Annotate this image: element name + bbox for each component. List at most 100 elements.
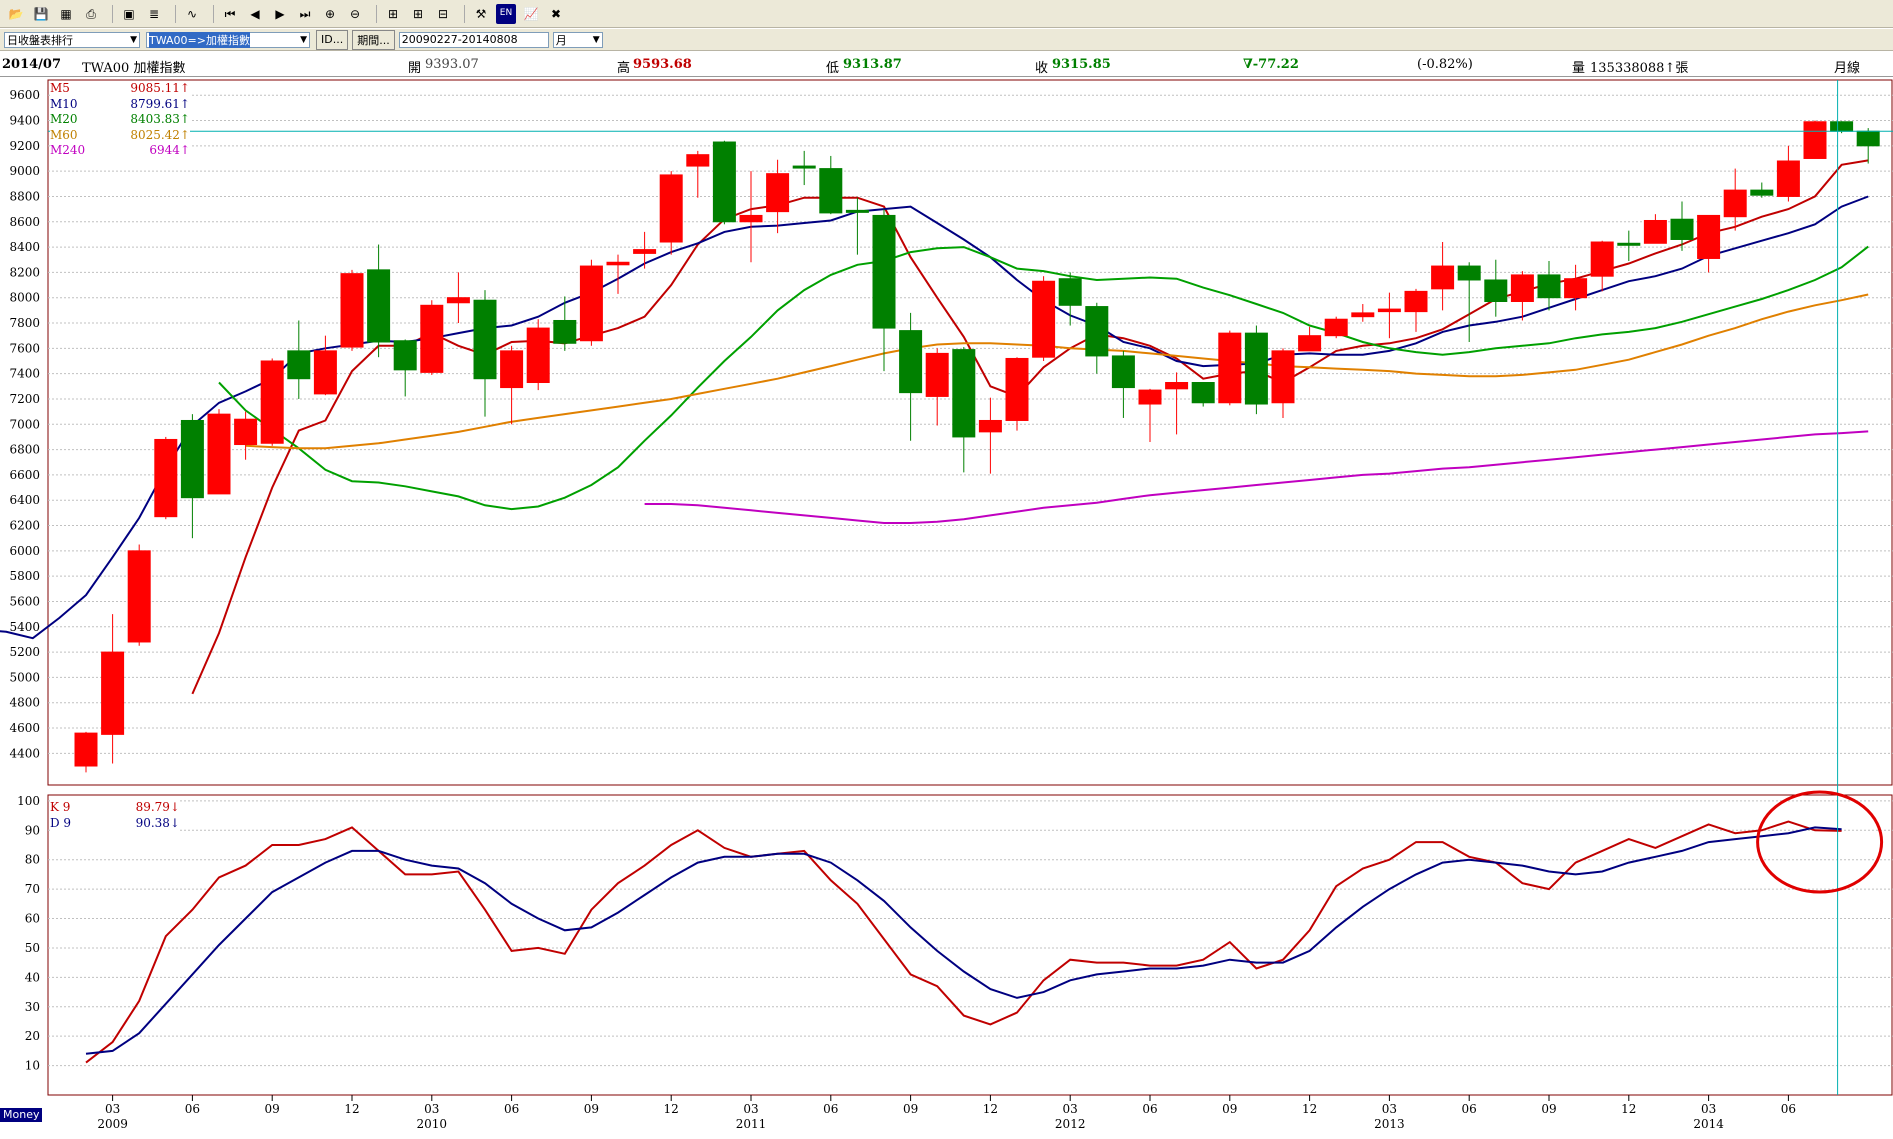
ma-line-m60	[245, 293, 1869, 450]
kd-line-d9	[85, 826, 1842, 1055]
candle-body	[845, 209, 869, 213]
candle-body	[1590, 241, 1614, 277]
indicator-icon[interactable]: ∿	[186, 6, 198, 21]
kd-legend-name: D 9	[50, 815, 72, 830]
kd-y-tick-label: 100	[17, 794, 40, 808]
main-y-tick-label: 4400	[9, 746, 40, 760]
kd-legend-value: 90.38↓	[135, 815, 180, 830]
x-month-label: 12	[344, 1102, 359, 1116]
ma-legend-row: M5 9085.11↑	[50, 81, 190, 97]
ma-line-m10	[0, 195, 1869, 640]
ma-legend-value: 8799.61↑	[130, 96, 190, 111]
main-y-tick-label: 7000	[9, 417, 40, 431]
layout-icon[interactable]: ⊞	[387, 6, 399, 21]
chart-icon[interactable]: 📈	[523, 6, 539, 21]
candle-body	[420, 304, 444, 373]
kd-legend-value: 89.79↓	[135, 800, 180, 814]
kd-legend-row: K 9 89.79↓	[50, 800, 180, 816]
main-y-axis: 4400 4600 4800 5000 5200 5400 5600 5800 6000 6200…	[9, 88, 40, 760]
main-y-tick-label: 5200	[9, 645, 40, 659]
x-year-label: 2011	[736, 1117, 767, 1131]
candle-body	[1643, 219, 1667, 244]
main-y-tick-label: 7800	[9, 316, 40, 330]
language-icon[interactable]: EN	[496, 3, 516, 24]
candle-body	[1457, 265, 1481, 281]
candle-body	[1138, 389, 1162, 405]
kd-y-tick-label: 50	[25, 941, 40, 955]
candle-body	[872, 214, 896, 329]
zoom-in-icon[interactable]: ⊕	[324, 6, 336, 21]
exit-icon[interactable]: ✖	[550, 6, 562, 21]
candle-body	[579, 265, 603, 342]
candle-body	[1191, 382, 1215, 404]
candle-body	[739, 214, 763, 223]
open-label: 開	[408, 61, 422, 76]
interval-select-value: 月	[555, 33, 567, 47]
x-month-label: 09	[265, 1102, 280, 1116]
candle-body	[1750, 189, 1774, 196]
candle-body	[367, 269, 391, 343]
prev-icon[interactable]: ◀	[250, 6, 260, 21]
ma-legend-name: M5	[50, 81, 70, 95]
candle-body	[1218, 332, 1242, 404]
main-y-tick-label: 6200	[9, 519, 40, 533]
date-range-input[interactable]: 20090227-20140808	[398, 31, 549, 48]
screen-icon[interactable]: ▣	[123, 6, 135, 21]
money-label: Money	[0, 1108, 43, 1122]
candle-body	[1431, 265, 1455, 290]
candle-body	[1537, 274, 1561, 299]
save-icon[interactable]: 💾	[33, 6, 49, 21]
remove-panel-icon[interactable]: ⊟	[437, 6, 449, 21]
zoom-out-icon[interactable]: ⊖	[349, 6, 361, 21]
candle-body	[446, 297, 470, 304]
candle-body	[952, 349, 976, 438]
ma-legend-row: M20 8403.83↑	[50, 112, 190, 128]
ma-line-m240	[644, 430, 1869, 524]
x-month-label: 03	[1382, 1102, 1397, 1116]
candle-body	[1271, 350, 1295, 404]
id-button[interactable]: ID...	[316, 29, 349, 50]
candle-body	[500, 350, 524, 389]
last-icon[interactable]: ⏭	[299, 6, 311, 21]
candle-body	[925, 352, 949, 397]
candle-body	[313, 350, 337, 395]
candle-body	[1085, 306, 1109, 357]
low-label: 低	[826, 61, 840, 76]
period-label: 月線	[1834, 61, 1861, 76]
candle-body	[473, 299, 497, 380]
candle-body	[127, 550, 151, 643]
first-icon[interactable]: ⏮	[224, 6, 236, 21]
next-icon[interactable]: ▶	[275, 6, 285, 21]
print-icon[interactable]: ⎙	[86, 6, 96, 21]
volume-value: 135338088↑張	[1590, 61, 1689, 76]
tools-icon[interactable]: ⚒	[475, 6, 487, 21]
kd-y-tick-label: 60	[25, 912, 40, 926]
candle-body	[899, 330, 923, 394]
ma-legend-value: 6944↑	[149, 143, 190, 157]
ma-legend: M5 9085.11↑ M10 8799.61↑ M20 8403.83↑ M60 8025.…	[50, 81, 190, 159]
period-button[interactable]: 期間...	[352, 29, 395, 50]
candle-body	[1484, 279, 1508, 302]
kd-y-tick-label: 80	[25, 853, 40, 867]
open-icon[interactable]: 📂	[8, 6, 24, 21]
toolbar: 📂 💾 ▦ ⎙ ▣ ≣ ∿ ⏮ ◀ ▶ ⏭ ⊕ ⊖ ⊞ ⊞ ⊟ ⚒ EN 📈 ✖	[0, 0, 1893, 28]
report-select[interactable]: 日收盤表排行 ▼	[4, 31, 140, 48]
main-y-tick-label: 6600	[9, 468, 40, 482]
candle-body	[1697, 214, 1721, 259]
candle-body	[1830, 121, 1854, 132]
main-y-tick-label: 8200	[9, 265, 40, 279]
candle-body	[287, 350, 311, 380]
symbol-select[interactable]: TWA00=>加權指數 ▼	[146, 31, 310, 48]
interval-select[interactable]: 月 ▼	[552, 31, 603, 48]
export-icon[interactable]: ▦	[60, 6, 72, 21]
add-panel-icon[interactable]: ⊞	[412, 6, 424, 21]
candle-body	[1510, 274, 1534, 302]
x-year-label: 2013	[1374, 1117, 1405, 1131]
ma-line-m20	[218, 245, 1869, 511]
toolbar-separator	[175, 4, 176, 23]
candle-body	[819, 168, 843, 214]
main-gridlines	[47, 79, 1893, 786]
highlight-circle	[1756, 790, 1884, 894]
list-icon[interactable]: ≣	[148, 6, 160, 21]
